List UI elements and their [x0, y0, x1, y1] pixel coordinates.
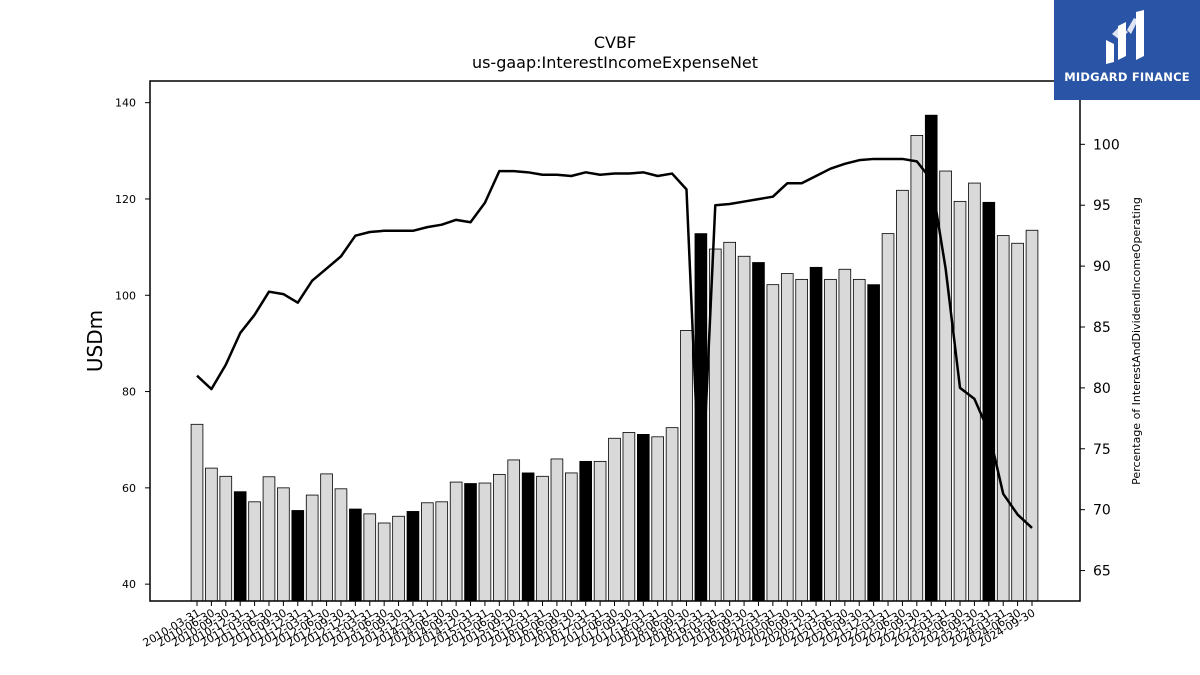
y-tick-label: 60	[122, 482, 136, 495]
y-axis-label: USDm	[83, 310, 107, 372]
x-axis: 2010-03-312010-06-302010-09-302010-12-31…	[141, 601, 1038, 650]
bar-2011-09-30	[277, 487, 290, 602]
bar-2017-06-30	[608, 437, 621, 602]
bar-2016-06-30	[550, 458, 564, 602]
logo-text: MIDGARD FINANCE	[1064, 70, 1190, 84]
chart-title: CVBF	[594, 33, 636, 52]
y2-axis: 65 70 75 80 85 90 95 100	[1080, 137, 1120, 580]
bar-2016-12-31	[579, 460, 593, 602]
y2-tick-label: 65	[1093, 564, 1111, 580]
bar-2021-09-30	[852, 278, 866, 602]
chart-subtitle: us-gaap:InterestIncomeExpenseNet	[472, 53, 758, 72]
bar-2012-06-30	[320, 473, 333, 602]
bar-2020-06-30	[780, 273, 794, 602]
bar-2019-06-30	[723, 241, 736, 602]
y2-tick-label: 90	[1093, 259, 1111, 275]
bar-2013-06-30	[377, 522, 391, 602]
bar-2023-09-30	[968, 182, 981, 602]
y2-tick-label: 85	[1093, 320, 1111, 336]
bar-2014-06-30	[435, 501, 449, 602]
bar-2022-03-31	[881, 233, 895, 602]
y-tick-label: 100	[115, 289, 136, 302]
bar-2015-03-31	[478, 482, 492, 602]
bar-2023-12-31	[982, 201, 996, 602]
line-layer	[196, 157, 1033, 529]
bar-2012-03-31	[305, 494, 319, 602]
logo-mark-icon	[1106, 10, 1144, 64]
bar-2020-03-31	[766, 284, 780, 602]
bar-2011-12-31	[291, 510, 305, 602]
bars-layer	[190, 114, 1039, 602]
bar-2015-06-30	[493, 473, 506, 602]
bar-2018-09-30	[680, 330, 693, 602]
bar-2024-06-30	[1011, 242, 1024, 602]
line-series	[196, 157, 1033, 529]
bar-2020-12-31	[809, 266, 823, 602]
bar-2011-03-31	[248, 501, 261, 602]
y2-tick-label: 75	[1093, 442, 1111, 458]
bar-2022-09-30	[910, 135, 924, 602]
y-tick-label: 80	[122, 386, 136, 399]
brand-logo: MIDGARD FINANCE	[1054, 0, 1200, 100]
bar-2014-12-31	[464, 483, 477, 602]
y2-axis-label: Percentage of InterestAndDividendIncomeO…	[1130, 197, 1143, 485]
bar-2015-12-31	[521, 472, 535, 602]
bar-2010-03-31	[190, 423, 204, 602]
y2-tick-label: 70	[1093, 503, 1111, 519]
bar-2017-09-30	[622, 432, 636, 602]
bar-2021-03-31	[824, 278, 837, 602]
y-axis: 40 60 80 100 120 140	[115, 97, 150, 591]
bar-2013-12-31	[406, 511, 420, 602]
bar-2014-09-30	[449, 481, 463, 602]
bar-2021-12-31	[867, 284, 880, 602]
bar-2020-09-30	[795, 278, 808, 602]
bar-2011-06-30	[262, 476, 276, 602]
bar-2013-09-30	[392, 515, 405, 602]
bar-2024-09-30	[1025, 229, 1039, 602]
bar-2023-06-30	[953, 200, 967, 602]
y-tick-label: 140	[115, 97, 136, 110]
bar-2017-12-31	[636, 434, 650, 602]
bar-2012-09-30	[334, 488, 348, 602]
bar-2014-03-31	[421, 502, 434, 602]
y2-tick-label: 95	[1093, 198, 1111, 214]
bar-2016-09-30	[565, 472, 578, 602]
y2-tick-label: 100	[1093, 137, 1120, 153]
bar-2018-03-31	[651, 436, 664, 602]
y2-tick-label: 80	[1093, 381, 1111, 397]
bar-2022-06-30	[896, 189, 909, 602]
y-tick-label: 120	[115, 193, 136, 206]
bar-2010-06-30	[205, 467, 218, 602]
bar-2022-12-31	[924, 114, 938, 602]
bar-2010-12-31	[233, 491, 247, 602]
bar-2016-03-31	[536, 475, 549, 602]
bar-2017-03-31	[593, 460, 607, 602]
bar-2010-09-30	[219, 475, 233, 602]
bar-2024-03-31	[996, 235, 1010, 602]
bar-2015-09-30	[507, 459, 521, 602]
bar-2019-09-30	[737, 255, 751, 602]
bar-2019-12-31	[752, 262, 765, 602]
bar-2018-06-30	[665, 427, 679, 602]
bar-2021-06-30	[838, 268, 852, 602]
bar-2013-03-31	[363, 513, 377, 602]
y-tick-label: 40	[122, 578, 136, 591]
bar-2012-12-31	[349, 508, 362, 602]
